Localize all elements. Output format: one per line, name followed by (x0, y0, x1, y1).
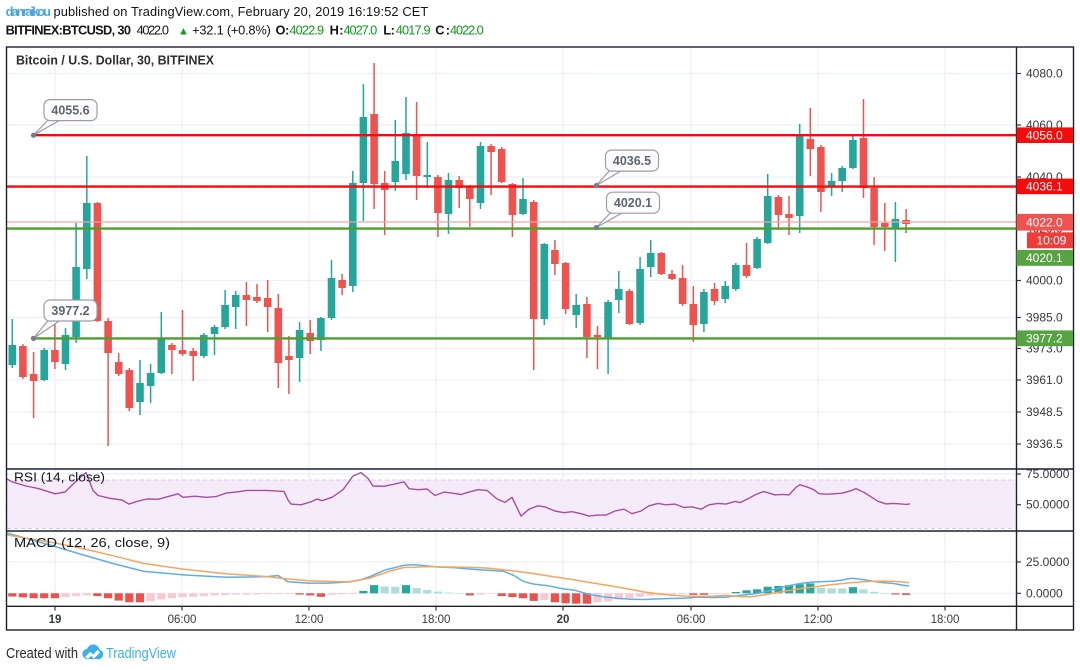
svg-text:12:00: 12:00 (804, 614, 833, 626)
svg-text:25.0000: 25.0000 (1026, 555, 1070, 569)
svg-text:18:00: 18:00 (931, 614, 960, 626)
svg-text:3977.2: 3977.2 (51, 304, 89, 318)
svg-text:4055.6: 4055.6 (51, 104, 89, 118)
svg-text:3948.5: 3948.5 (1026, 405, 1063, 419)
svg-text:10:09: 10:09 (1036, 234, 1066, 248)
svg-text:4020.1: 4020.1 (614, 196, 652, 210)
svg-text:4036.5: 4036.5 (613, 154, 651, 168)
svg-text:4080.0: 4080.0 (1026, 67, 1063, 81)
svg-text:RSI (14, close): RSI (14, close) (14, 470, 105, 485)
svg-text:3936.5: 3936.5 (1026, 437, 1063, 451)
svg-text:MACD (12, 26, close, 9): MACD (12, 26, close, 9) (14, 535, 170, 550)
svg-text:50.0000: 50.0000 (1026, 498, 1070, 512)
svg-text:4020.1: 4020.1 (1026, 251, 1063, 265)
svg-text:20: 20 (557, 614, 570, 626)
svg-text:4056.0: 4056.0 (1026, 128, 1063, 142)
svg-text:3961.0: 3961.0 (1026, 373, 1063, 387)
svg-text:06:00: 06:00 (168, 614, 197, 626)
svg-text:75.0000: 75.0000 (1026, 467, 1070, 481)
svg-text:3977.2: 3977.2 (1026, 332, 1063, 346)
svg-text:12:00: 12:00 (295, 614, 324, 626)
svg-text:Bitcoin / U.S. Dollar, 30, BIT: Bitcoin / U.S. Dollar, 30, BITFINEX (16, 53, 214, 68)
svg-text:3985.0: 3985.0 (1026, 311, 1063, 325)
svg-text:Created with: Created with (6, 645, 78, 662)
svg-text:19: 19 (49, 614, 62, 626)
svg-text:TradingView: TradingView (106, 645, 176, 662)
svg-text:4036.1: 4036.1 (1026, 180, 1063, 194)
svg-text:4022.0: 4022.0 (1026, 215, 1063, 229)
svg-text:4000.0: 4000.0 (1026, 274, 1063, 288)
svg-text:0.0000: 0.0000 (1026, 586, 1063, 600)
svg-text:18:00: 18:00 (422, 614, 451, 626)
svg-text:06:00: 06:00 (677, 614, 706, 626)
